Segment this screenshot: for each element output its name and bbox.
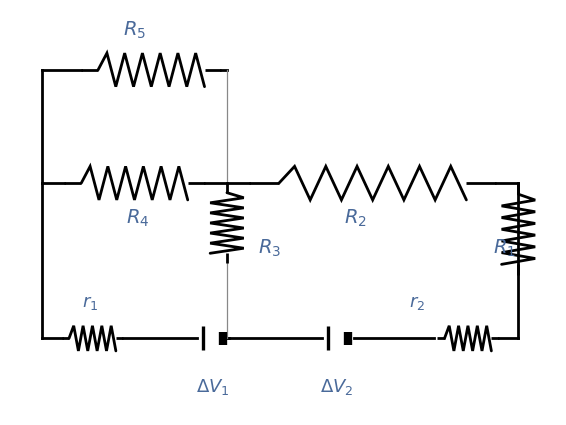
Text: $r_1$: $r_1$ bbox=[82, 294, 98, 312]
Text: $r_2$: $r_2$ bbox=[409, 294, 426, 312]
Text: $\Delta V_1$: $\Delta V_1$ bbox=[196, 377, 230, 397]
Text: $R_2$: $R_2$ bbox=[345, 208, 367, 230]
Text: $\Delta V_2$: $\Delta V_2$ bbox=[320, 377, 353, 397]
Text: $R_1$: $R_1$ bbox=[493, 238, 516, 259]
Text: $R_3$: $R_3$ bbox=[258, 238, 281, 259]
Text: $R_4$: $R_4$ bbox=[126, 208, 149, 230]
Text: $R_5$: $R_5$ bbox=[123, 20, 146, 41]
